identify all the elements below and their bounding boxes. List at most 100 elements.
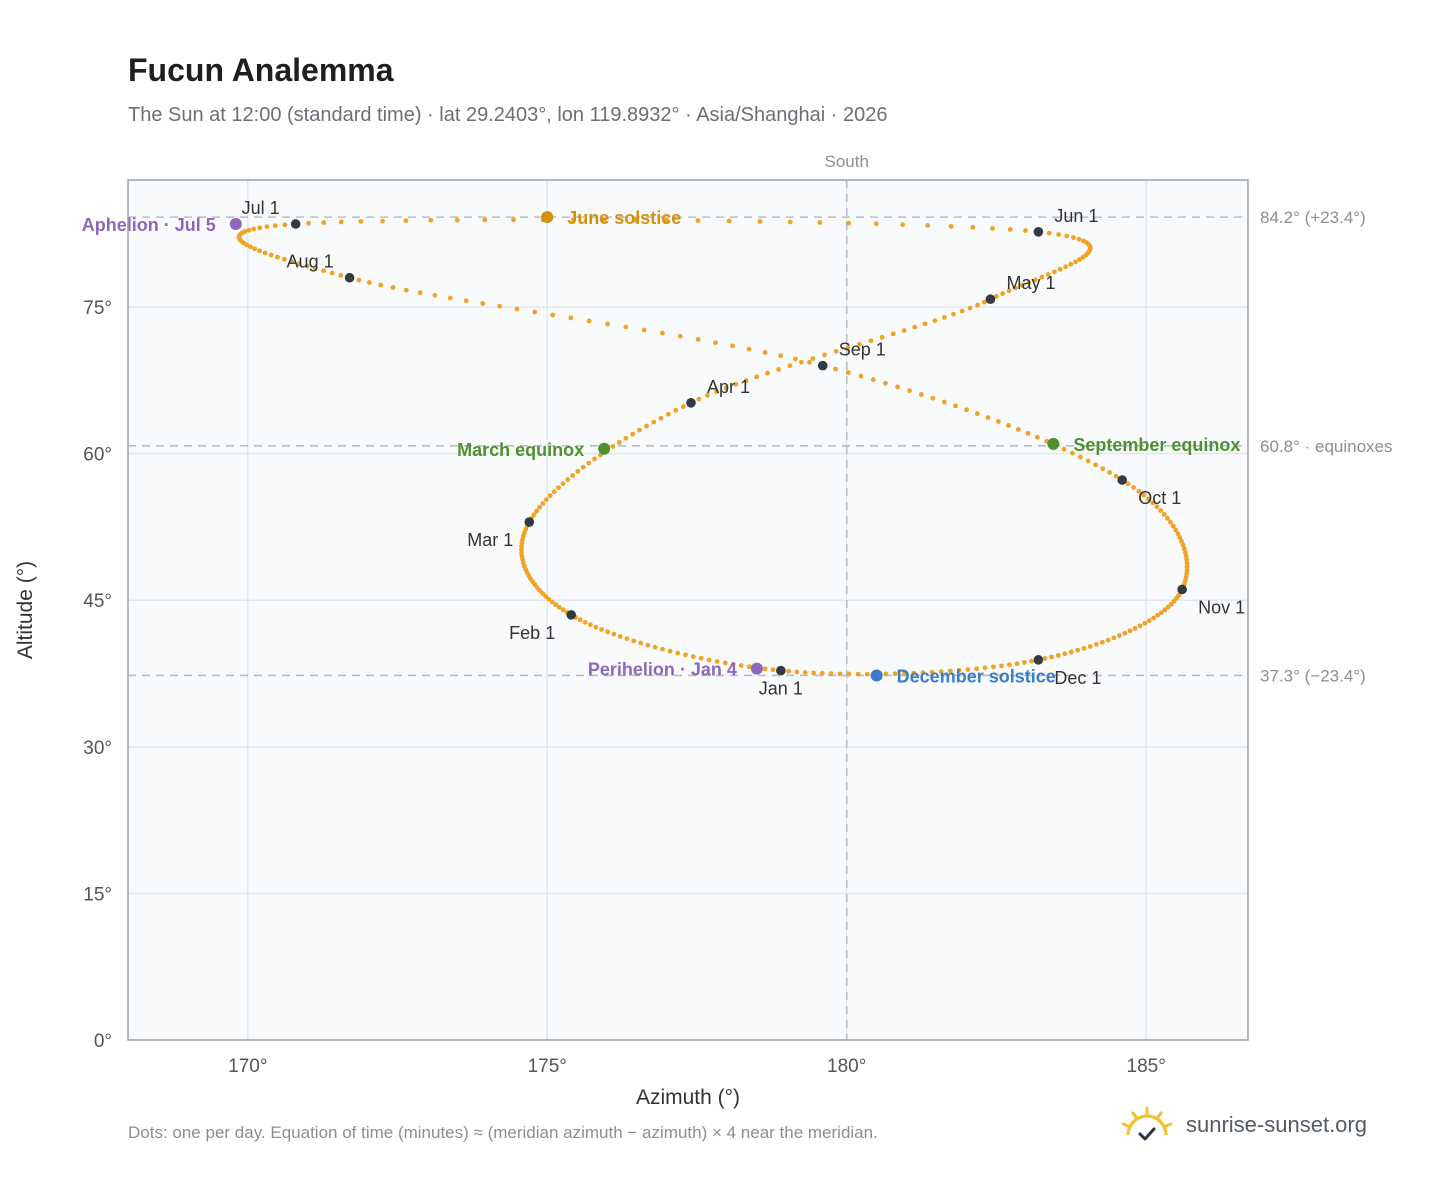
daily-dot bbox=[845, 345, 851, 351]
event-marker bbox=[1047, 437, 1060, 450]
daily-dot bbox=[1057, 266, 1063, 272]
daily-dot bbox=[776, 367, 782, 372]
daily-dot bbox=[257, 225, 263, 231]
reference-line-label: 84.2° (+23.4°) bbox=[1260, 208, 1366, 227]
daily-dot bbox=[873, 221, 879, 227]
month-marker bbox=[1033, 226, 1044, 237]
daily-dot bbox=[546, 596, 552, 602]
daily-dot bbox=[550, 312, 556, 318]
event-marker bbox=[229, 217, 242, 230]
daily-dot bbox=[1068, 649, 1074, 655]
daily-dot bbox=[673, 407, 679, 413]
daily-dot bbox=[1087, 643, 1093, 649]
daily-dot bbox=[858, 373, 864, 379]
daily-dot bbox=[930, 395, 936, 401]
month-label: May 1 bbox=[1006, 273, 1055, 293]
daily-dot bbox=[537, 504, 542, 510]
daily-dot bbox=[974, 411, 980, 417]
daily-dot bbox=[695, 218, 701, 224]
daily-dot bbox=[722, 660, 728, 666]
daily-dot bbox=[690, 654, 696, 660]
event-label: September equinox bbox=[1073, 435, 1240, 455]
month-marker bbox=[1117, 475, 1128, 485]
daily-dot bbox=[1142, 620, 1148, 626]
month-label: Sep 1 bbox=[839, 340, 886, 360]
daily-dot bbox=[605, 321, 610, 327]
daily-dot bbox=[616, 439, 622, 445]
daily-dot bbox=[282, 222, 288, 228]
daily-dot bbox=[1154, 504, 1160, 510]
daily-dot bbox=[951, 311, 956, 317]
daily-dot bbox=[610, 444, 616, 449]
daily-dot bbox=[1180, 542, 1186, 548]
daily-dot bbox=[990, 664, 996, 670]
daily-dot bbox=[1029, 658, 1034, 664]
daily-dot bbox=[938, 669, 944, 675]
daily-dot bbox=[624, 636, 630, 642]
daily-dot bbox=[738, 663, 744, 668]
daily-dot bbox=[251, 226, 257, 232]
daily-dot bbox=[778, 353, 783, 359]
daily-dot bbox=[819, 670, 825, 676]
daily-dot bbox=[1184, 564, 1190, 570]
daily-dot bbox=[599, 627, 605, 632]
daily-dot bbox=[403, 287, 409, 293]
month-marker bbox=[566, 610, 577, 620]
daily-dot bbox=[447, 295, 453, 301]
daily-dot bbox=[1107, 470, 1112, 475]
daily-dot bbox=[714, 659, 720, 664]
daily-dot bbox=[519, 547, 524, 553]
daily-dot bbox=[1099, 639, 1105, 645]
daily-dot bbox=[743, 378, 749, 383]
daily-dot bbox=[770, 667, 776, 673]
daily-dot bbox=[802, 670, 808, 675]
daily-dot bbox=[638, 640, 644, 646]
daily-dot bbox=[511, 217, 516, 223]
daily-dot bbox=[855, 671, 861, 677]
meridian-label: South bbox=[824, 152, 868, 171]
daily-dot bbox=[531, 512, 537, 518]
daily-dot bbox=[1158, 610, 1164, 615]
daily-dot bbox=[244, 242, 250, 248]
daily-dot bbox=[982, 665, 988, 671]
daily-dot bbox=[403, 218, 409, 224]
daily-dot bbox=[1137, 623, 1143, 629]
sunrise-logo-icon bbox=[1121, 1106, 1173, 1141]
daily-dot bbox=[1006, 288, 1012, 294]
month-marker bbox=[776, 665, 786, 676]
daily-dot bbox=[1177, 535, 1183, 540]
daily-dot bbox=[551, 489, 557, 495]
daily-dot bbox=[953, 403, 958, 409]
daily-dot bbox=[995, 419, 1001, 424]
brand[interactable]: sunrise-sunset.org bbox=[1120, 1100, 1367, 1150]
daily-dot bbox=[1081, 645, 1087, 651]
daily-dot bbox=[883, 671, 889, 677]
daily-dot bbox=[1026, 280, 1032, 285]
daily-dot bbox=[631, 638, 637, 644]
daily-dot bbox=[257, 248, 263, 254]
daily-dot bbox=[1056, 232, 1062, 237]
daily-dot bbox=[1122, 630, 1128, 636]
daily-dot bbox=[428, 217, 434, 223]
daily-dot bbox=[540, 501, 546, 506]
daily-dot bbox=[757, 219, 763, 224]
daily-dot bbox=[1100, 466, 1106, 472]
daily-dot bbox=[677, 333, 683, 339]
daily-dot bbox=[1039, 274, 1045, 280]
daily-dot bbox=[970, 224, 976, 230]
daily-dot bbox=[925, 223, 931, 228]
daily-dot bbox=[560, 607, 566, 613]
daily-dot bbox=[1184, 557, 1190, 563]
daily-dot bbox=[828, 671, 834, 677]
daily-dot bbox=[1117, 633, 1122, 638]
daily-dot bbox=[272, 223, 278, 229]
daily-dot bbox=[565, 477, 571, 483]
daily-dot bbox=[1136, 488, 1142, 494]
daily-dot bbox=[463, 298, 469, 304]
daily-dot bbox=[329, 270, 335, 276]
plot-frame bbox=[127, 179, 1249, 1041]
y-tick-label: 0° bbox=[94, 1031, 112, 1052]
daily-dot bbox=[907, 388, 912, 394]
brand-name[interactable]: sunrise-sunset.org bbox=[1186, 1112, 1367, 1137]
daily-dot bbox=[723, 385, 729, 391]
